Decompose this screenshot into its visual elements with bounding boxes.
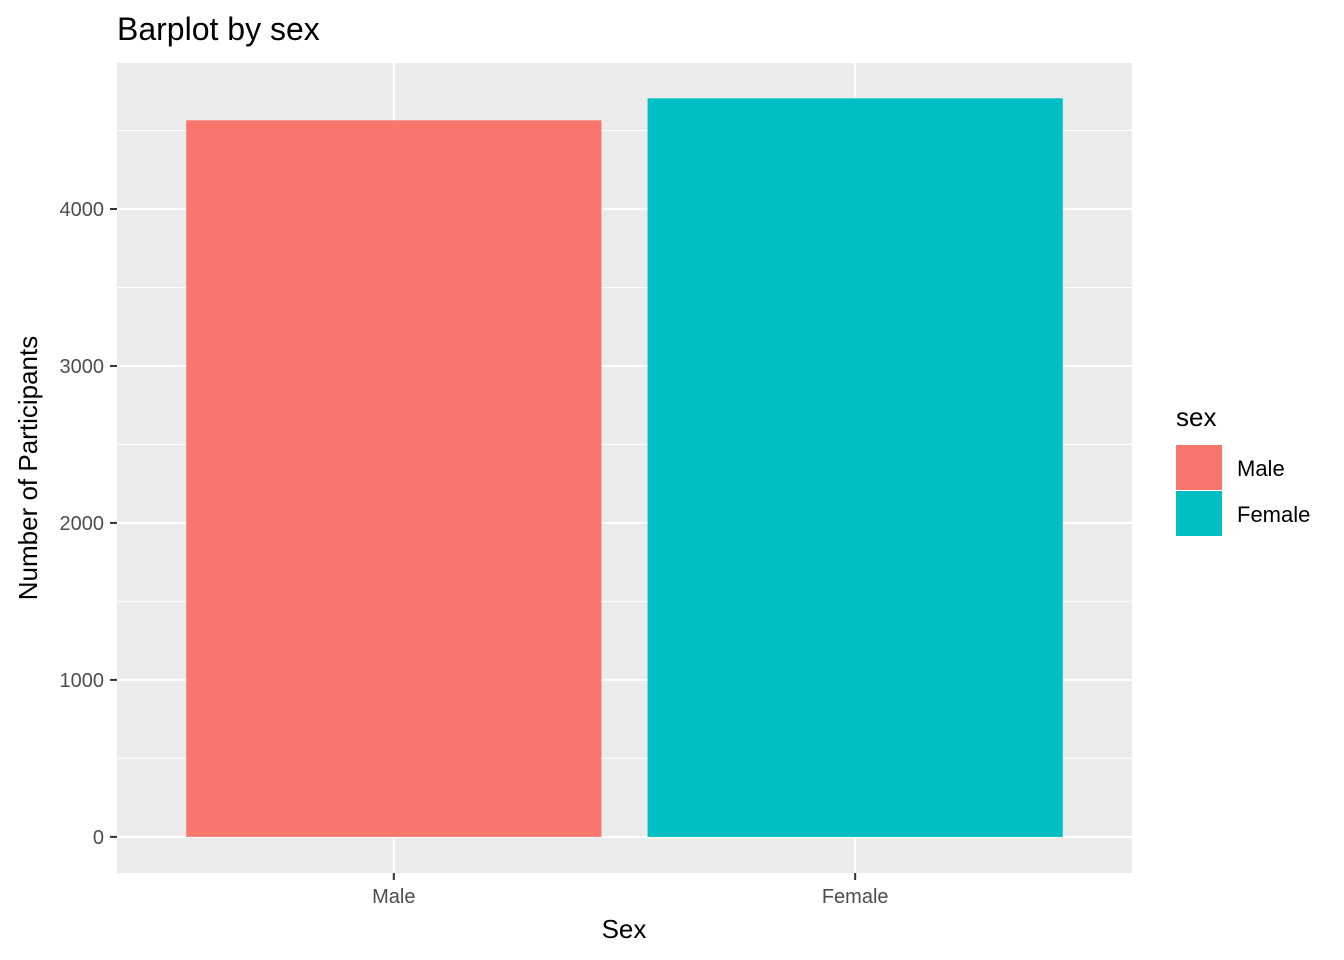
x-axis-title: Sex — [602, 914, 647, 944]
legend-key-male — [1176, 445, 1222, 490]
y-tick-label: 2000 — [60, 513, 105, 535]
x-axis: Male Female — [372, 873, 889, 908]
y-axis-title: Number of Participants — [13, 336, 43, 600]
legend-title: sex — [1176, 402, 1216, 432]
legend-label-male: Male — [1237, 456, 1285, 481]
chart-title: Barplot by sex — [117, 11, 320, 47]
legend: sex Male Female — [1176, 402, 1310, 536]
x-tick-label: Female — [822, 886, 889, 908]
bars — [186, 98, 1063, 837]
bar-female — [647, 98, 1063, 837]
y-tick-label: 1000 — [60, 670, 105, 692]
y-tick-label: 0 — [93, 827, 104, 849]
y-tick-label: 4000 — [60, 199, 105, 221]
x-tick-label: Male — [372, 886, 415, 908]
bar-male — [186, 120, 602, 837]
legend-label-female: Female — [1237, 502, 1310, 527]
legend-key-female — [1176, 491, 1222, 536]
y-tick-label: 3000 — [60, 356, 105, 378]
y-axis: 0 1000 2000 3000 4000 — [60, 199, 117, 849]
